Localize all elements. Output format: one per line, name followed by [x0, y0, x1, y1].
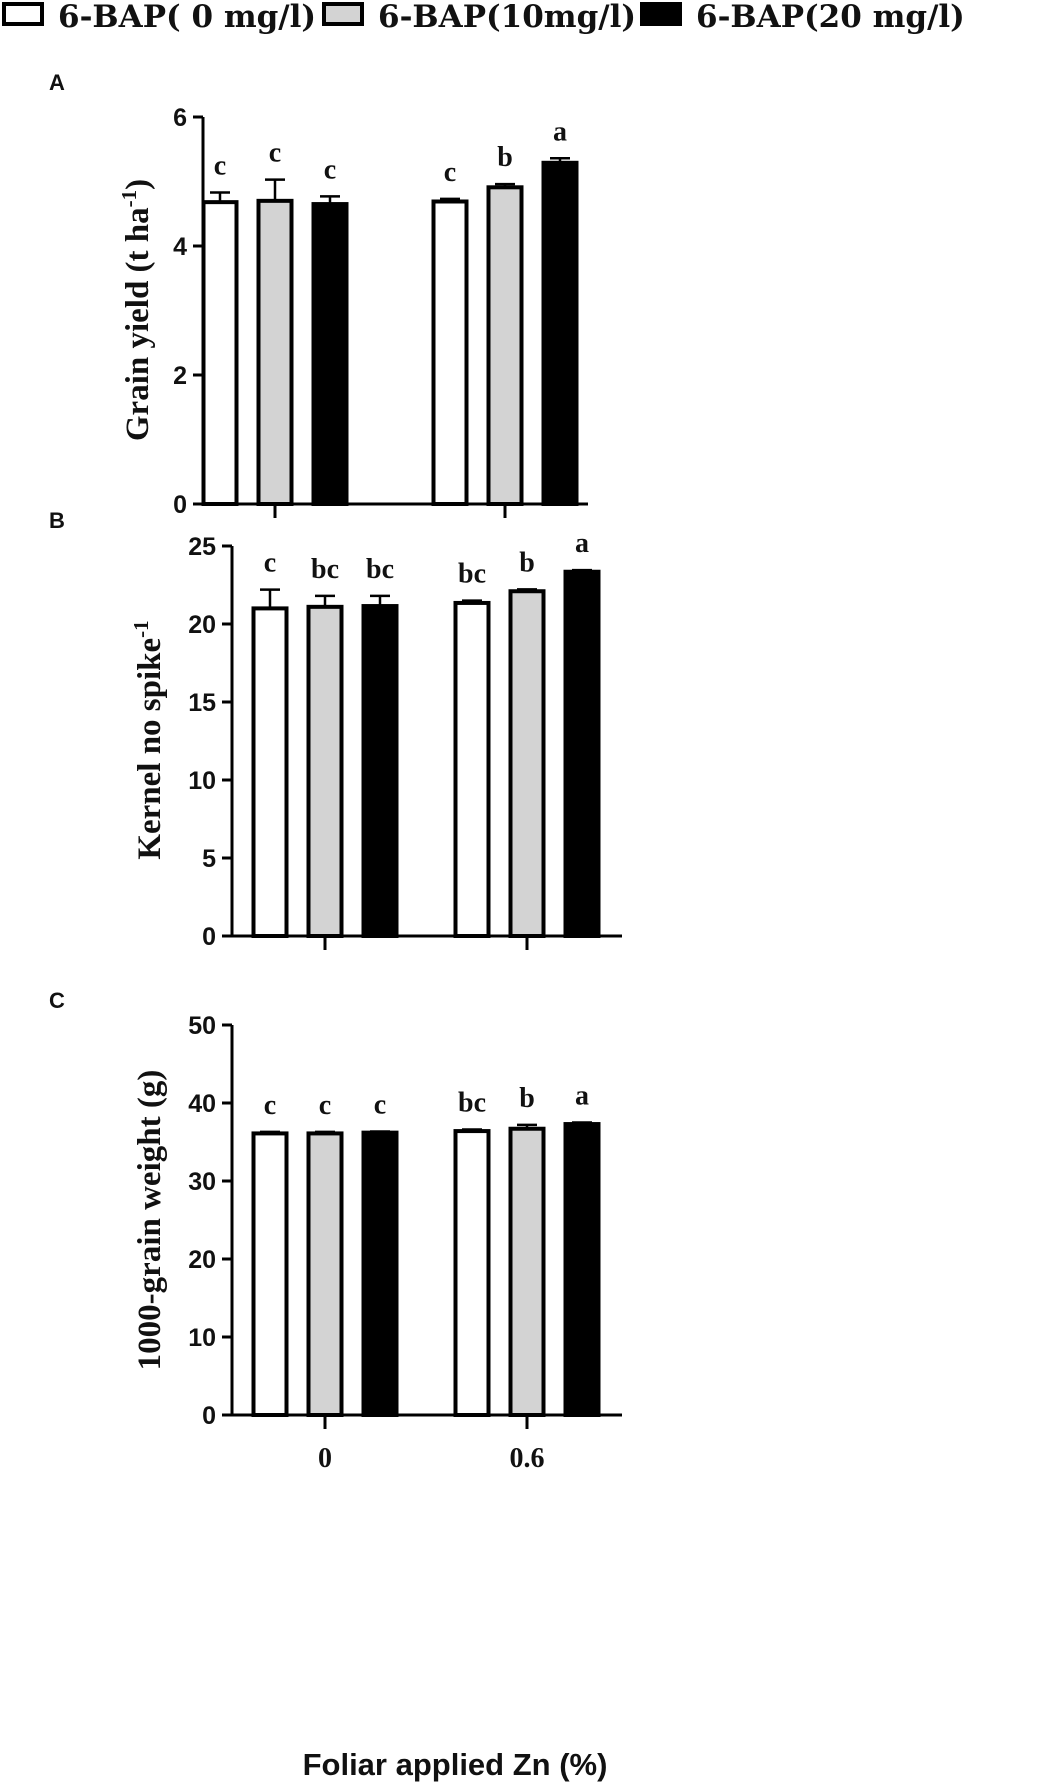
- y-tick-label: 30: [188, 1168, 216, 1196]
- legend: 6-BAP( 0 mg/l) 6-BAP(10mg/l) 6-BAP(20 mg/l…: [2, 0, 965, 35]
- y-tick-label: 15: [188, 689, 216, 717]
- bar: [453, 600, 491, 938]
- legend-swatch: [322, 2, 364, 26]
- y-tick-label: 6: [173, 104, 187, 132]
- legend-swatch: [640, 2, 682, 26]
- y-axis-label-text: Grain yield (t ha: [120, 207, 156, 441]
- y-tick-label: 10: [188, 1324, 216, 1352]
- y-tick-label: 0: [202, 1402, 216, 1430]
- bar: [251, 606, 289, 939]
- bar: [563, 569, 601, 938]
- panel-letter: B: [49, 508, 65, 533]
- significance-letter: b: [519, 547, 535, 578]
- y-axis-label-text: 1000-grain weight (g): [132, 1070, 168, 1371]
- legend-label: 6-BAP( 0 mg/l): [58, 0, 316, 35]
- bar: [431, 199, 469, 506]
- significance-letter: bc: [366, 554, 394, 585]
- y-axis-label-superscript: -1: [129, 620, 153, 638]
- x-tick-label: 0.6: [510, 1443, 545, 1474]
- y-tick-label: 25: [188, 533, 216, 561]
- bar: [361, 604, 399, 938]
- legend-item: 6-BAP(20 mg/l): [640, 0, 965, 35]
- y-tick-label: 20: [188, 611, 216, 639]
- significance-letter: a: [575, 528, 589, 559]
- y-axis-label: Grain yield (t ha-1): [117, 179, 156, 441]
- y-tick-label: 4: [173, 233, 187, 261]
- legend-swatch: [2, 2, 44, 26]
- bar: [306, 604, 344, 939]
- bar: [453, 1129, 491, 1417]
- panel-letter: A: [49, 70, 65, 95]
- significance-letter: c: [374, 1089, 386, 1120]
- y-tick-label: 0: [202, 923, 216, 951]
- significance-letter: c: [324, 154, 336, 185]
- significance-letter: c: [319, 1090, 331, 1121]
- x-tick-label: 0: [318, 1443, 332, 1474]
- bar: [508, 1126, 546, 1417]
- legend-item: 6-BAP( 0 mg/l): [2, 0, 316, 35]
- legend-label: 6-BAP(10mg/l): [378, 0, 636, 35]
- significance-letter: bc: [458, 559, 486, 590]
- x-axis-title: Foliar applied Zn (%): [303, 1747, 608, 1782]
- significance-letter: b: [519, 1083, 535, 1114]
- bar: [311, 202, 349, 506]
- y-axis-label-end: ): [120, 179, 156, 190]
- y-axis-label-text: Kernel no spike: [132, 638, 168, 860]
- significance-letter: c: [269, 138, 281, 169]
- y-tick-label: 50: [188, 1012, 216, 1040]
- y-axis-label: 1000-grain weight (g): [132, 1070, 168, 1371]
- y-tick-label: 10: [188, 767, 216, 795]
- significance-letter: c: [264, 548, 276, 579]
- significance-letter: c: [214, 150, 226, 181]
- y-axis-label-superscript: -1: [117, 190, 141, 208]
- panel-a: A Grain yield (t ha-1) c c c b c a 0 2 4 6: [49, 70, 588, 519]
- bar: [306, 1131, 344, 1418]
- bar: [251, 1131, 289, 1418]
- bar: [201, 200, 239, 506]
- significance-letter: b: [497, 142, 513, 173]
- bar: [541, 160, 579, 506]
- bar: [256, 198, 294, 506]
- y-axis-label: Kernel no spike-1: [129, 620, 168, 859]
- significance-letter: c: [444, 157, 456, 188]
- significance-letter: c: [264, 1090, 276, 1121]
- y-tick-label: 5: [202, 845, 216, 873]
- bar: [486, 185, 524, 506]
- legend-label: 6-BAP(20 mg/l): [696, 0, 965, 35]
- bar: [508, 589, 546, 938]
- significance-letter: bc: [311, 554, 339, 585]
- y-tick-label: 0: [173, 491, 187, 519]
- y-tick-label: 2: [173, 362, 187, 390]
- significance-letter: bc: [458, 1088, 486, 1119]
- significance-letter: a: [575, 1081, 589, 1112]
- y-tick-label: 20: [188, 1246, 216, 1274]
- legend-item: 6-BAP(10mg/l): [322, 0, 636, 35]
- bar: [563, 1122, 601, 1418]
- y-tick-label: 40: [188, 1090, 216, 1118]
- panel-letter: C: [49, 988, 65, 1013]
- significance-letter: a: [553, 116, 567, 147]
- bar: [361, 1130, 399, 1417]
